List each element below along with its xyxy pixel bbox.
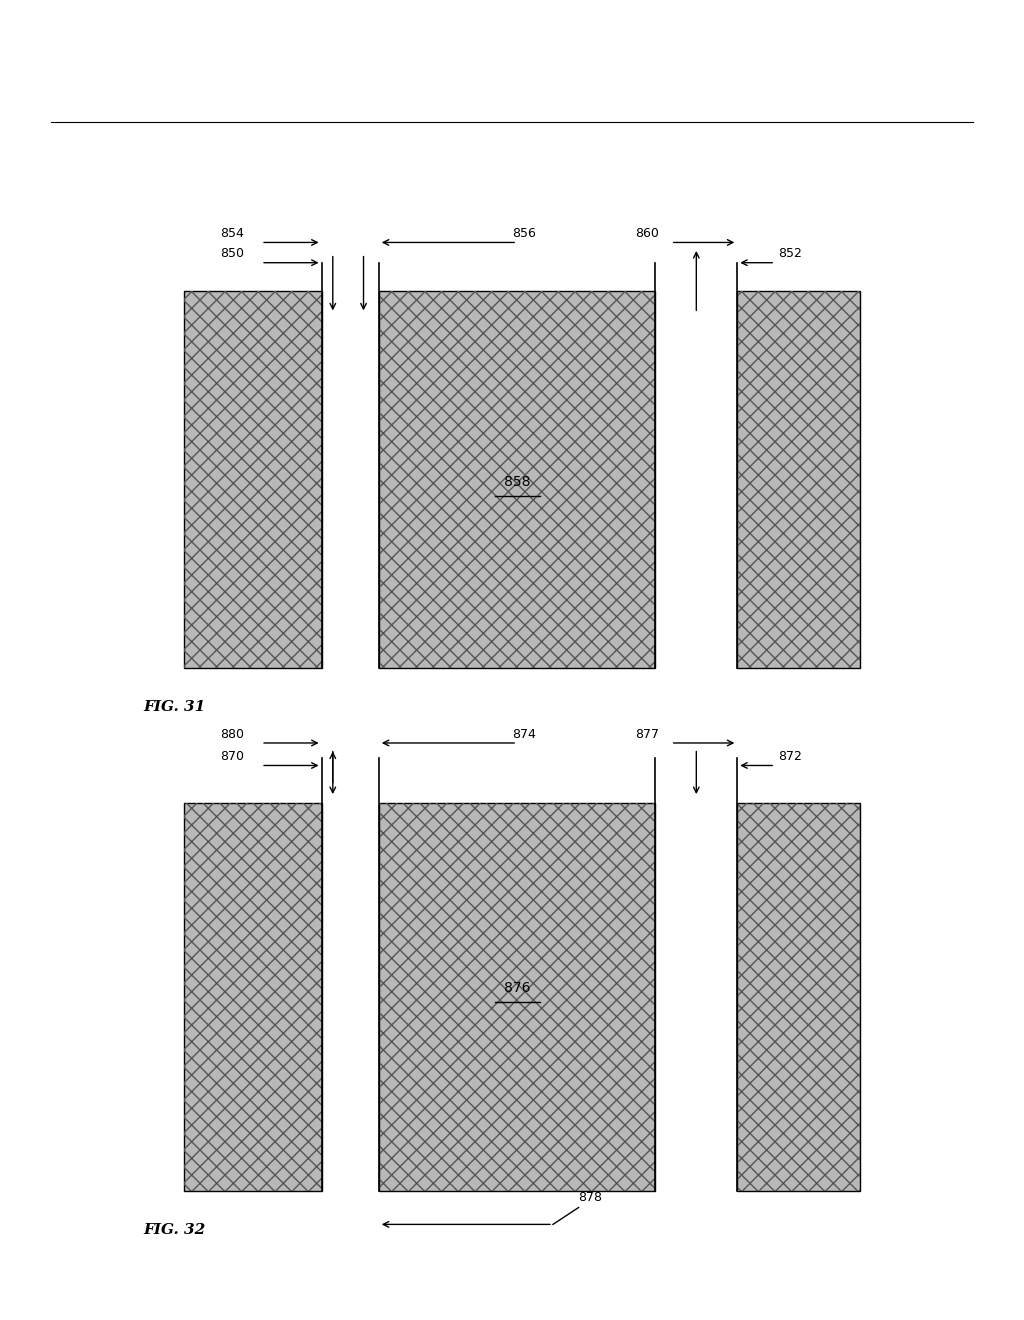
Bar <box>184 290 322 668</box>
Bar <box>737 803 860 1191</box>
Text: 872: 872 <box>778 750 802 763</box>
Bar <box>379 803 655 1191</box>
Text: 852: 852 <box>778 247 802 260</box>
Text: 870: 870 <box>220 750 244 763</box>
Text: 877: 877 <box>635 727 658 741</box>
Text: 860: 860 <box>635 227 658 240</box>
Bar <box>184 803 322 1191</box>
Bar <box>737 803 860 1191</box>
Text: 878: 878 <box>579 1191 602 1204</box>
Text: 856: 856 <box>512 227 536 240</box>
Text: FIG. 31: FIG. 31 <box>143 700 206 714</box>
Bar <box>737 290 860 668</box>
Bar <box>184 290 322 668</box>
Text: 854: 854 <box>220 227 244 240</box>
Bar <box>184 803 322 1191</box>
Text: 874: 874 <box>512 727 536 741</box>
Bar <box>379 290 655 668</box>
Bar <box>379 290 655 668</box>
Text: 876: 876 <box>504 981 530 995</box>
Bar <box>737 290 860 668</box>
Text: 850: 850 <box>220 247 244 260</box>
Text: FIG. 32: FIG. 32 <box>143 1224 206 1237</box>
Bar <box>379 803 655 1191</box>
Text: 858: 858 <box>504 475 530 488</box>
Text: 880: 880 <box>220 727 244 741</box>
